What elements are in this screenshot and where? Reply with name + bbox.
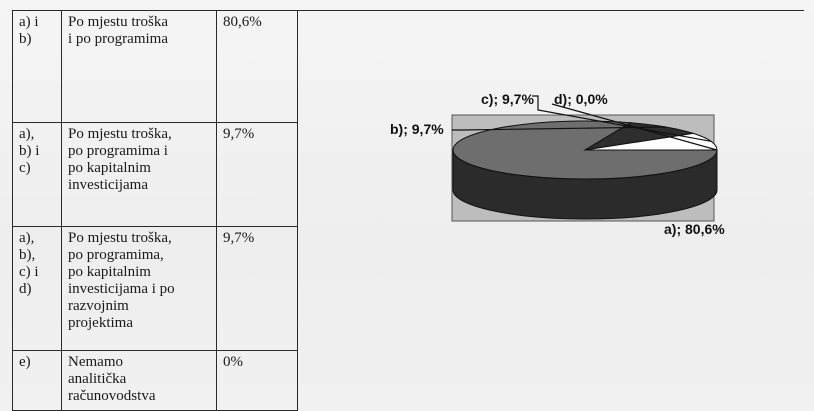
slice-label-b: b); 9,7% bbox=[390, 121, 444, 137]
description-cell: Po mjestu troška, po programima i po kap… bbox=[61, 122, 217, 227]
pie-slice-a bbox=[452, 120, 718, 180]
percent-cell: 9,7% bbox=[216, 122, 298, 227]
option-cell: a) i b) bbox=[12, 10, 62, 123]
table-row: a), b), c) i d) Po mjestu troška, po pro… bbox=[12, 226, 298, 351]
slice-label-d: d); 0,0% bbox=[554, 91, 608, 107]
table-row: a), b) i c) Po mjestu troška, po program… bbox=[12, 122, 298, 227]
table-row: a) i b) Po mjestu troška i po programima… bbox=[12, 10, 298, 123]
option-cell: a), b), c) i d) bbox=[12, 226, 62, 351]
pie-slices bbox=[452, 120, 718, 220]
leader-lines bbox=[452, 95, 718, 151]
percent-cell: 9,7% bbox=[216, 226, 298, 351]
option-cell: a), b) i c) bbox=[12, 122, 62, 227]
slice-label-a: a); 80,6% bbox=[664, 221, 725, 237]
description-cell: Po mjestu troška, po programima, po kapi… bbox=[61, 226, 217, 351]
description-cell: Po mjestu troška i po programima bbox=[61, 10, 217, 123]
table-row: e) Nemamo analitička računovodstva 0% bbox=[12, 350, 298, 411]
percent-cell: 80,6% bbox=[216, 10, 298, 123]
options-table: a) i b) Po mjestu troška i po programima… bbox=[12, 10, 298, 411]
leader-line-b bbox=[452, 126, 666, 131]
percent-cell: 0% bbox=[216, 350, 298, 411]
leader-line-c bbox=[532, 95, 712, 142]
description-cell: Nemamo analitička računovodstva bbox=[61, 350, 217, 411]
slice-label-c: c); 9,7% bbox=[481, 91, 534, 107]
top-rule bbox=[12, 10, 804, 11]
